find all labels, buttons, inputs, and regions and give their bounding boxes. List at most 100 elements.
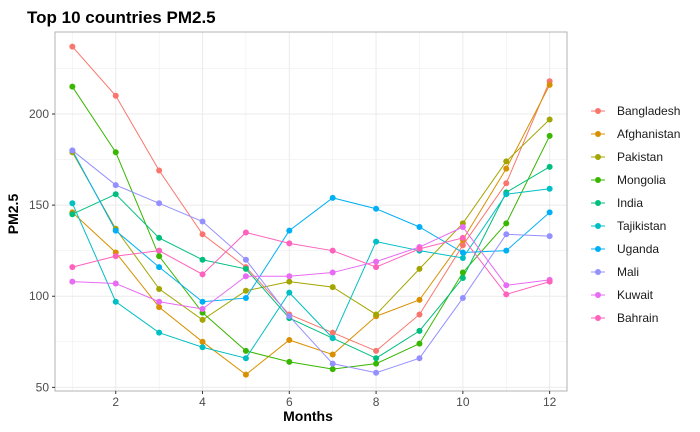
- legend-key-point: [595, 246, 601, 252]
- series-line: [71, 119, 550, 321]
- x-tick-label: 2: [112, 395, 119, 409]
- y-axis: 50 100 150 200: [29, 107, 55, 394]
- legend-key-point: [595, 154, 601, 160]
- data-point: [416, 355, 423, 362]
- legend-label: India: [617, 196, 643, 210]
- data-point: [69, 43, 76, 50]
- data-point: [416, 311, 423, 318]
- data-point: [329, 247, 336, 254]
- data-point: [199, 316, 206, 323]
- x-tick-label: 8: [373, 395, 380, 409]
- data-point: [503, 231, 510, 238]
- legend-key-point: [595, 315, 601, 321]
- data-point: [459, 254, 466, 261]
- data-point: [546, 233, 553, 240]
- data-point: [242, 287, 249, 294]
- legend-label: Uganda: [617, 242, 659, 256]
- data-point: [546, 278, 553, 285]
- data-point: [459, 249, 466, 256]
- data-point: [503, 291, 510, 298]
- data-point: [286, 358, 293, 365]
- data-point: [416, 340, 423, 347]
- data-point: [199, 231, 206, 238]
- data-point: [286, 273, 293, 280]
- data-point: [112, 191, 119, 198]
- legend-label: Bahrain: [617, 311, 658, 325]
- data-point: [199, 338, 206, 345]
- data-point: [242, 371, 249, 378]
- legend-label: Afghanistan: [617, 127, 680, 141]
- data-point: [286, 313, 293, 320]
- series-line: [72, 166, 550, 359]
- data-point: [416, 327, 423, 334]
- data-point: [199, 344, 206, 351]
- y-tick-label: 100: [29, 289, 49, 303]
- series-lines: [69, 43, 553, 378]
- plot-frame: [54, 31, 568, 392]
- legend-label: Mali: [617, 265, 639, 279]
- data-point: [459, 234, 466, 241]
- data-point: [69, 200, 76, 207]
- data-point: [329, 329, 336, 336]
- data-point: [69, 278, 76, 285]
- x-axis-label: Months: [283, 408, 333, 424]
- data-point: [416, 296, 423, 303]
- data-point: [329, 335, 336, 342]
- legend: Bangladesh Afghanistan Pakistan Mongolia Ind…: [591, 104, 680, 325]
- data-point: [329, 269, 336, 276]
- series-line: [72, 150, 550, 374]
- y-tick-label: 200: [29, 107, 49, 121]
- data-point: [199, 218, 206, 225]
- data-point: [156, 234, 163, 241]
- data-point: [242, 355, 249, 362]
- data-point: [373, 238, 380, 245]
- data-point: [459, 269, 466, 276]
- data-point: [503, 158, 510, 165]
- data-point: [329, 284, 336, 291]
- legend-key-point: [595, 177, 601, 183]
- data-point: [199, 256, 206, 263]
- series-line: [72, 226, 550, 310]
- data-point: [156, 304, 163, 311]
- series-line: [71, 150, 550, 303]
- data-point: [286, 278, 293, 285]
- data-point: [459, 295, 466, 302]
- data-point: [156, 253, 163, 260]
- data-point: [503, 220, 510, 227]
- data-point: [286, 336, 293, 343]
- legend-label: Kuwait: [617, 288, 654, 302]
- data-point: [156, 264, 163, 271]
- data-point: [112, 149, 119, 156]
- panel-border: [54, 31, 568, 392]
- data-point: [199, 271, 206, 278]
- data-point: [546, 209, 553, 216]
- grid: [55, 32, 567, 391]
- data-point: [286, 289, 293, 296]
- series-line: [72, 231, 550, 295]
- data-point: [286, 240, 293, 247]
- data-point: [373, 360, 380, 367]
- x-axis: 2 4 6 8 10 12: [112, 391, 557, 409]
- x-tick-label: 12: [543, 395, 557, 409]
- data-point: [242, 256, 249, 263]
- data-point: [242, 273, 249, 280]
- data-point: [459, 223, 466, 230]
- data-point: [546, 116, 553, 123]
- y-axis-label: PM2.5: [5, 194, 21, 235]
- series-line: [71, 86, 551, 370]
- data-point: [416, 223, 423, 230]
- series-line: [72, 84, 551, 376]
- data-point: [199, 298, 206, 305]
- data-point: [373, 311, 380, 318]
- data-point: [112, 298, 119, 305]
- data-point: [503, 191, 510, 198]
- data-point: [546, 81, 553, 88]
- data-point: [69, 264, 76, 271]
- legend-key-point: [595, 200, 601, 206]
- legend-key-point: [595, 131, 601, 137]
- data-point: [156, 247, 163, 254]
- data-point: [546, 132, 553, 139]
- data-point: [503, 247, 510, 254]
- data-point: [546, 163, 553, 170]
- x-tick-label: 4: [199, 395, 206, 409]
